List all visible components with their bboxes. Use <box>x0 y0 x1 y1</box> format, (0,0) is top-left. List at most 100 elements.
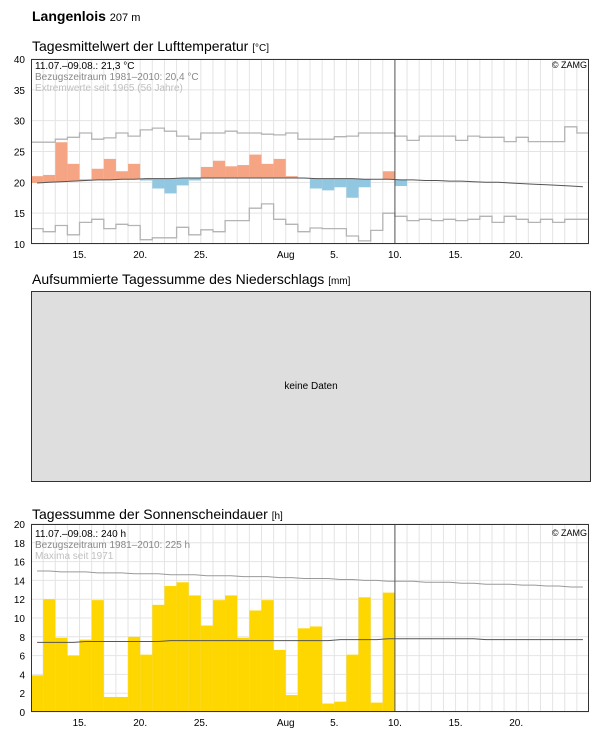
no-data-label: keine Daten <box>284 381 338 392</box>
sunshine-chart-title: Tagessumme der Sonnenscheindauer [h] <box>32 506 283 522</box>
temperature-info-extremes: Extremwerte seit 1965 (56 Jahre) <box>35 83 183 94</box>
sunshine-info-period: 11.07.–09.08.: 240 h <box>35 529 126 540</box>
sunshine-normal-line <box>37 638 583 643</box>
sun-y-tick-label: 18 <box>14 539 26 550</box>
temperature-bar-warm <box>31 176 44 183</box>
temperature-bar-cold <box>394 179 408 187</box>
temperature-bar-warm <box>285 176 298 179</box>
sun-x-tick-label: 20. <box>509 718 523 729</box>
sun-x-tick-label: 25. <box>194 718 208 729</box>
temperature-bar-warm <box>43 174 56 183</box>
temp-y-tick-label: 30 <box>14 117 26 128</box>
sun-x-tick-label: 5. <box>330 718 338 729</box>
sunshine-max-line <box>37 570 583 588</box>
temperature-bar-warm <box>67 163 80 182</box>
sunshine-bar <box>249 610 262 712</box>
temperature-bar-cold <box>346 178 359 198</box>
temperature-bar-warm <box>91 168 104 180</box>
sunshine-bar <box>31 675 44 712</box>
temperature-bar-warm <box>237 165 250 179</box>
temp-x-tick-label: 10. <box>388 250 402 261</box>
temperature-bar-warm <box>382 171 395 180</box>
temperature-bar-warm <box>115 171 129 180</box>
sun-y-tick-label: 20 <box>14 520 26 531</box>
sunshine-axis: 0 2 4 6 8 10 12 14 16 18 20 15. 20. 25. Aug 5. 10. 15. 20. <box>14 520 589 729</box>
temperature-bar-warm <box>103 158 116 180</box>
sunshine-bar <box>285 695 298 712</box>
temperature-chart-title: Tagesmittelwert der Lufttemperatur [°C] <box>32 38 269 54</box>
temperature-bar-cold <box>322 178 335 191</box>
station-name: Langenlois <box>32 8 106 24</box>
sun-y-tick-label: 2 <box>19 689 25 700</box>
sun-y-tick-label: 14 <box>14 576 26 587</box>
sunshine-copyright: © ZAMG <box>552 528 587 538</box>
temperature-bar-cold <box>188 178 201 181</box>
sunshine-bar <box>334 701 347 712</box>
temp-y-tick-label: 15 <box>14 209 26 220</box>
sunshine-info-maxima: Maxima seit 1971 <box>35 551 114 562</box>
sun-y-tick-label: 8 <box>19 633 25 644</box>
temperature-bar-cold <box>176 178 189 186</box>
sunshine-bar <box>188 595 201 712</box>
sunshine-bar <box>261 600 274 712</box>
temperature-chart: 10 15 20 25 30 35 40 15. 20. 25. Aug 5. 10. 15. 20. 11… <box>14 55 589 261</box>
sun-y-tick-label: 10 <box>14 614 26 625</box>
sunshine-bar <box>346 654 359 712</box>
sun-y-tick-label: 0 <box>19 708 25 719</box>
sunshine-bar <box>370 702 383 712</box>
temperature-grid <box>31 58 589 245</box>
sunshine-bar <box>200 625 213 712</box>
temperature-bar-cold <box>152 178 165 189</box>
temperature-bar-warm <box>200 166 213 179</box>
sunshine-bar <box>140 654 153 712</box>
sunshine-bar <box>212 600 226 712</box>
temperature-unit: [°C] <box>252 43 269 54</box>
temperature-bar-cold <box>310 178 323 189</box>
temperature-bar-cold <box>164 178 177 194</box>
precipitation-chart-title: Aufsummierte Tagessumme des Niederschlag… <box>32 271 351 287</box>
sunshine-bar <box>67 655 80 712</box>
sunshine-bar <box>91 600 104 712</box>
temp-plot-border <box>31 59 589 244</box>
sun-y-tick-label: 12 <box>14 595 26 606</box>
temperature-bar-warm <box>273 158 286 179</box>
temperature-info-reference: Bezugszeitraum 1981–2010: 20,4 °C <box>35 72 199 83</box>
temperature-copyright: © ZAMG <box>552 60 587 70</box>
sunshine-bar <box>237 637 250 712</box>
precipitation-unit: [mm] <box>328 276 351 287</box>
station-altitude: 207 m <box>109 12 141 24</box>
temperature-min-extreme-line <box>31 203 589 242</box>
sunshine-bar <box>382 592 395 712</box>
temperature-bar-warm <box>249 154 262 179</box>
temp-x-tick-label: 15. <box>73 250 87 261</box>
temperature-bar-cold <box>334 178 347 188</box>
sunshine-unit: [h] <box>271 511 283 522</box>
temp-x-tick-label: 25. <box>194 250 208 261</box>
sunshine-bar <box>103 696 116 712</box>
temperature-bar-warm <box>55 142 68 182</box>
temperature-axis: 10 15 20 25 30 35 40 15. 20. 25. Aug 5. 10. 15. 20. <box>14 55 589 261</box>
sunshine-bar <box>310 626 323 712</box>
temperature-bar-cold <box>140 178 153 181</box>
temperature-bar-cold <box>358 179 371 188</box>
sunshine-bar <box>297 628 310 712</box>
temperature-lines <box>31 126 589 242</box>
temp-x-tick-label: Aug <box>277 250 295 261</box>
sunshine-bar <box>225 595 238 712</box>
temp-x-tick-label: 20. <box>509 250 523 261</box>
sunshine-bars <box>31 582 395 712</box>
sunshine-bar <box>55 637 68 712</box>
sun-y-tick-label: 6 <box>19 652 25 663</box>
temperature-max-extreme-line <box>31 126 589 143</box>
sun-y-tick-label: 4 <box>19 670 25 681</box>
sunshine-info-reference: Bezugszeitraum 1981–2010: 225 h <box>35 540 190 551</box>
sun-x-tick-label: Aug <box>277 718 295 729</box>
sunshine-bar <box>79 639 92 712</box>
sun-x-tick-label: 10. <box>388 718 402 729</box>
temp-y-tick-label: 10 <box>14 240 26 251</box>
temp-x-tick-label: 5. <box>330 250 338 261</box>
station-header: Langenlois 207 m <box>32 8 140 24</box>
sunshine-bar <box>273 649 286 712</box>
sun-x-tick-label: 15. <box>449 718 463 729</box>
temp-x-tick-label: 15. <box>449 250 463 261</box>
